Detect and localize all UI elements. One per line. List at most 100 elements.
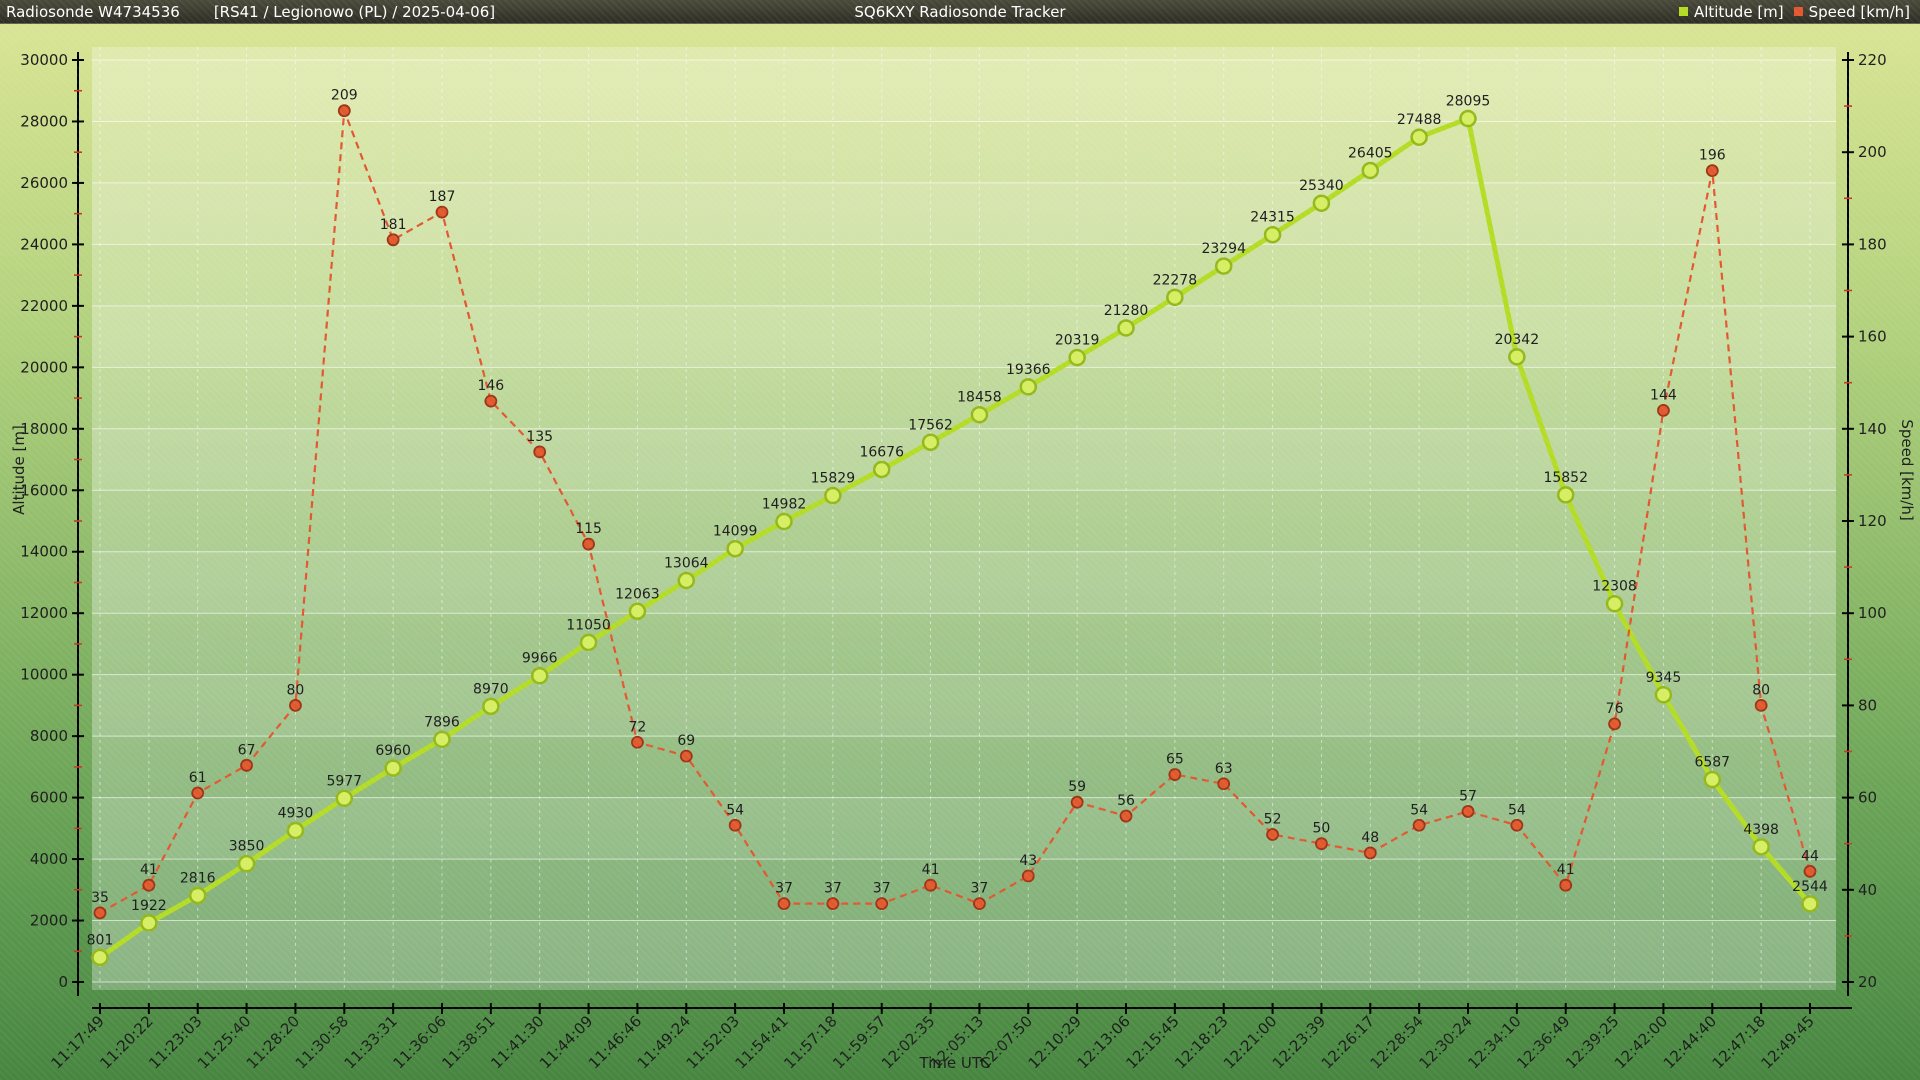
speed-marker [1608, 717, 1621, 731]
altitude-marker [1459, 109, 1477, 128]
altitude-value-label: 15829 [811, 471, 856, 487]
speed-line [99, 110, 1812, 914]
plot-background [92, 47, 1836, 990]
speed-value-label: 196 [1699, 148, 1726, 164]
speed-marker [1217, 777, 1231, 791]
y-tick-label-right: 120 [1858, 512, 1887, 530]
speed-marker [191, 786, 205, 800]
y-tick-label-right: 40 [1858, 881, 1877, 899]
altitude-value-label: 12063 [615, 586, 660, 602]
speed-value-label: 57 [1459, 788, 1477, 804]
altitude-marker [286, 821, 305, 840]
speed-value-label: 37 [971, 881, 989, 897]
speed-marker [1657, 403, 1670, 417]
altitude-marker [237, 854, 256, 873]
altitude-marker [1263, 225, 1282, 244]
y-tick-label-left: 28000 [20, 112, 68, 130]
speed-marker [337, 104, 351, 118]
altitude-marker [1166, 288, 1184, 307]
speed-value-label: 37 [873, 881, 891, 897]
speed-marker [582, 537, 595, 551]
y-tick-label-right: 60 [1858, 789, 1877, 807]
speed-legend-swatch [1793, 7, 1803, 16]
altitude-series [91, 109, 1819, 967]
altitude-marker [579, 633, 598, 652]
altitude-value-label: 2816 [180, 870, 216, 886]
altitude-marker [1605, 594, 1624, 613]
altitude-marker [1752, 838, 1770, 856]
altitude-marker [921, 433, 940, 452]
speed-marker [386, 233, 400, 247]
speed-marker [93, 906, 107, 920]
altitude-marker [530, 666, 549, 685]
altitude-value-label: 6587 [1694, 755, 1730, 771]
altitude-value-label: 23294 [1201, 241, 1246, 257]
speed-value-label: 50 [1313, 821, 1331, 837]
altitude-marker [1703, 770, 1722, 789]
altitude-value-label: 18458 [957, 390, 1002, 406]
speed-value-label: 80 [1752, 682, 1770, 698]
speed-value-label: 59 [1068, 779, 1086, 795]
speed-marker [728, 818, 742, 832]
y-tick-label-left: 26000 [20, 174, 68, 192]
altitude-value-label: 25340 [1299, 178, 1344, 194]
speed-value-label: 41 [922, 862, 940, 878]
speed-value-label: 43 [1019, 853, 1037, 869]
speed-marker [435, 205, 449, 219]
speed-value-label: 209 [331, 88, 358, 104]
speed-marker [1119, 809, 1133, 823]
altitude-marker [1361, 161, 1380, 180]
altitude-marker [433, 730, 451, 749]
station-details: [RS41 / Legionowo (PL) / 2025-04-06] [213, 2, 496, 21]
altitude-value-label: 6960 [375, 743, 411, 759]
y-tick-label-right: 20 [1858, 973, 1877, 991]
y-tick-label-left: 16000 [20, 481, 68, 499]
speed-marker [1510, 818, 1524, 832]
speed-marker [240, 758, 253, 772]
axes [72, 52, 1854, 1014]
altitude-value-label: 11050 [566, 617, 611, 633]
altitude-marker [1410, 128, 1428, 146]
altitude-marker [677, 571, 696, 590]
speed-marker [1754, 699, 1768, 712]
y-tick-label-right: 140 [1858, 420, 1887, 438]
speed-value-label: 135 [526, 429, 553, 445]
speed-marker [679, 749, 693, 763]
y-tick-label-left: 4000 [30, 850, 68, 868]
y-tick-label-right: 200 [1858, 143, 1887, 161]
altitude-marker [1801, 895, 1819, 913]
title-left: Radiosonde W4734536 [RS41 / Legionowo (P… [6, 0, 495, 24]
y-tick-label-right: 100 [1858, 604, 1887, 622]
speed-value-label: 63 [1215, 761, 1233, 777]
altitude-value-label: 16676 [859, 444, 904, 460]
altitude-value-label: 14099 [713, 524, 758, 540]
right-axis-title: Speed [km/h] [1898, 419, 1916, 520]
speed-value-label: 187 [429, 189, 456, 205]
legend-altitude-label: Altitude [m] [1693, 2, 1784, 21]
altitude-value-label: 9345 [1646, 670, 1682, 686]
speed-value-label: 54 [1508, 802, 1526, 818]
altitude-marker [970, 405, 989, 424]
legend-speed-label: Speed [km/h] [1808, 2, 1910, 21]
y-tick-label-left: 12000 [20, 604, 68, 622]
speed-value-label: 76 [1606, 701, 1624, 717]
y-tick-label-left: 2000 [30, 912, 68, 930]
y-tick-label-left: 30000 [20, 51, 68, 69]
altitude-marker [1068, 348, 1086, 367]
altitude-value-label: 21280 [1104, 303, 1149, 319]
altitude-marker [726, 539, 744, 558]
altitude-value-label: 4398 [1743, 822, 1779, 838]
horizontal-gridlines [92, 59, 1836, 983]
altitude-value-label: 9966 [522, 651, 558, 667]
altitude-marker [1654, 686, 1673, 704]
speed-value-label: 80 [287, 682, 305, 698]
speed-marker [1461, 805, 1475, 818]
altitude-value-label: 4930 [278, 805, 314, 821]
altitude-value-label: 22278 [1153, 272, 1198, 288]
speed-value-label: 41 [1557, 862, 1575, 878]
speed-series [93, 104, 1817, 920]
altitude-marker [91, 948, 109, 967]
altitude-value-label: 17562 [908, 417, 953, 433]
altitude-marker [1556, 486, 1575, 504]
